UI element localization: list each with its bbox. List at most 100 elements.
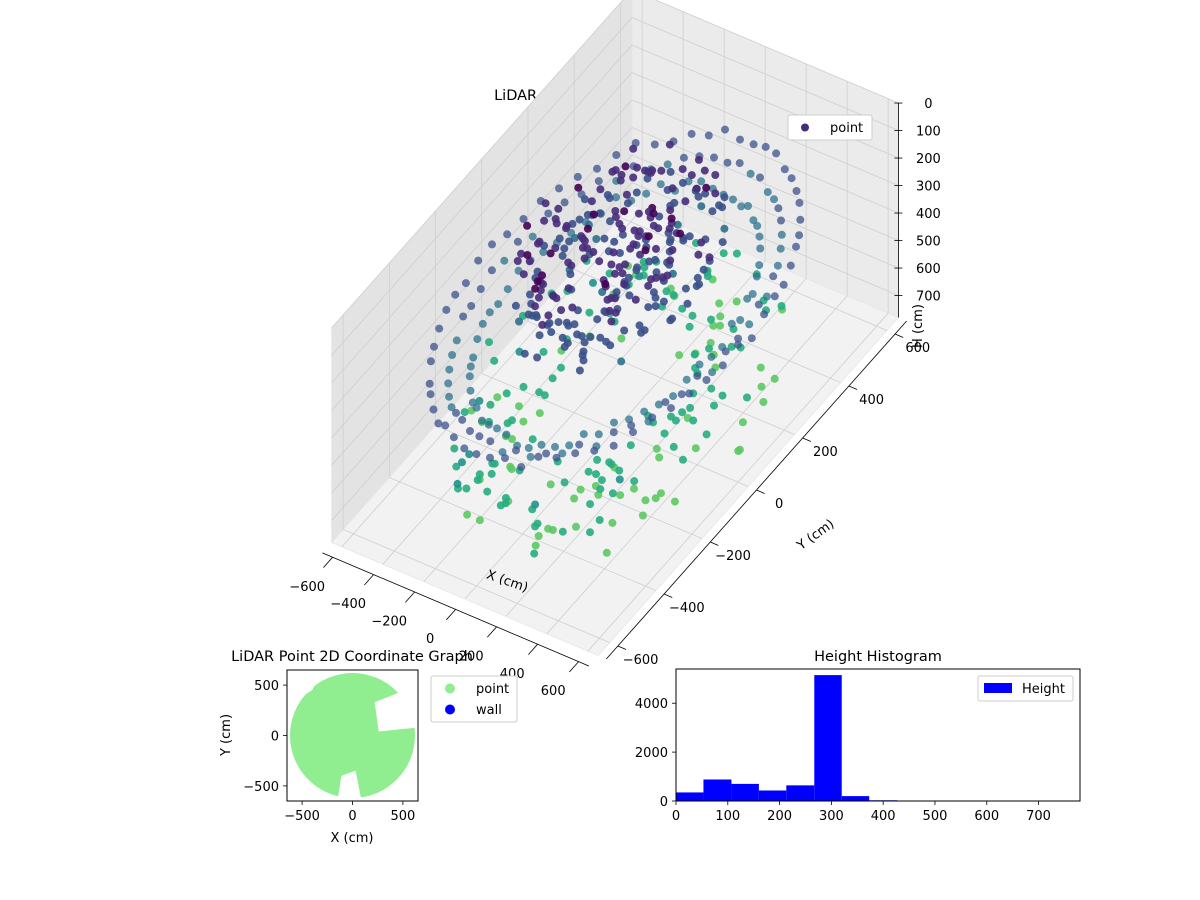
point-3d [709, 321, 718, 330]
point-3d [597, 476, 606, 485]
point-3d [761, 142, 770, 151]
point-3d [488, 240, 496, 249]
point-3d [595, 257, 604, 266]
point-3d [748, 290, 757, 298]
histogram-legend: Height [977, 675, 1074, 702]
point-3d [558, 333, 567, 342]
point-3d [570, 320, 579, 329]
point-3d [600, 234, 609, 243]
point-3d [519, 215, 528, 223]
point-3d [508, 416, 516, 425]
point-3d [621, 260, 629, 269]
point-3d [649, 221, 658, 230]
point-3d [548, 374, 557, 383]
point-3d [681, 284, 690, 293]
z-tick-label-3d: 300 [916, 180, 941, 195]
point-3d [512, 446, 520, 455]
point-3d [533, 277, 542, 286]
point-3d [756, 244, 765, 253]
point-3d [523, 221, 532, 230]
point-3d [564, 321, 573, 330]
point-3d [676, 229, 685, 238]
histogram-bar [814, 675, 842, 801]
grid-line-y [342, 529, 610, 643]
y-tick-label-2d: 0 [271, 730, 279, 745]
point-3d [760, 310, 769, 319]
point-3d [551, 244, 560, 252]
point-3d [466, 362, 475, 371]
point-3d [666, 206, 675, 215]
x-tick-label-3d: −400 [330, 597, 366, 612]
point-3d [705, 253, 714, 262]
point-3d [463, 510, 472, 519]
x-tick-3d [323, 556, 333, 568]
point-3d [651, 293, 660, 302]
grid-line-h [631, 127, 899, 241]
point-3d [631, 295, 640, 304]
y-axis-label-2d: Y (cm) [219, 714, 234, 757]
point-3d [648, 413, 657, 422]
grid-line-y [527, 321, 795, 435]
point-3d [787, 174, 796, 183]
x-tick-label-3d: 200 [459, 649, 484, 664]
point-3d [560, 244, 569, 253]
point-3d [670, 198, 679, 207]
point-3d [609, 441, 618, 450]
point-3d [681, 197, 690, 206]
point-3d [596, 485, 605, 494]
x-axis-label-2d: X (cm) [331, 831, 374, 846]
y-tick-label-3d: 200 [813, 445, 838, 460]
point-3d [552, 219, 561, 228]
point-3d [796, 215, 805, 224]
point-3d [685, 232, 694, 241]
point-3d [560, 478, 569, 487]
point-3d [586, 500, 595, 509]
point-3d [667, 214, 676, 223]
y-tick-label-2d: 500 [254, 679, 279, 694]
point-3d [773, 261, 782, 270]
point-3d [665, 140, 674, 149]
point-3d [612, 193, 620, 202]
point-3d [749, 140, 758, 149]
point-3d [759, 398, 768, 406]
x-tick-3d [446, 609, 456, 621]
point-3d [580, 195, 589, 204]
point-3d [515, 317, 523, 326]
point-3d [533, 239, 542, 248]
point-3d [721, 125, 729, 134]
point-3d [615, 249, 624, 257]
point-3d [795, 198, 804, 207]
point-3d [647, 275, 655, 284]
point-3d [566, 270, 575, 279]
point-3d [558, 449, 567, 458]
point-3d [555, 234, 564, 243]
plot-2d-legend: point wall [430, 675, 518, 723]
point-3d [573, 172, 582, 181]
point-3d [460, 444, 469, 453]
legend-label-height: Height [1022, 682, 1065, 697]
point-3d [570, 494, 579, 503]
point-3d [734, 447, 743, 455]
grid-line-h [631, 154, 899, 269]
y-tick-label-hist: 4000 [635, 697, 668, 712]
point-3d [721, 347, 730, 356]
point-3d [618, 230, 627, 239]
point-3d [571, 449, 580, 458]
point-3d [551, 442, 559, 451]
point-3d [547, 328, 556, 337]
point-3d [430, 342, 438, 351]
point-3d [720, 224, 729, 233]
point-3d [707, 352, 716, 361]
point-3d [770, 374, 779, 383]
point-3d [710, 401, 718, 410]
point-3d [564, 284, 573, 293]
point-3d [474, 256, 483, 265]
histogram-bar [786, 785, 815, 801]
point-3d [786, 261, 795, 270]
point-3d [622, 190, 631, 199]
point-3d [745, 320, 754, 329]
point-3d [602, 548, 611, 557]
point-3d [675, 351, 684, 360]
y-tick-label-hist: 2000 [635, 746, 668, 761]
point-3d [732, 297, 741, 306]
